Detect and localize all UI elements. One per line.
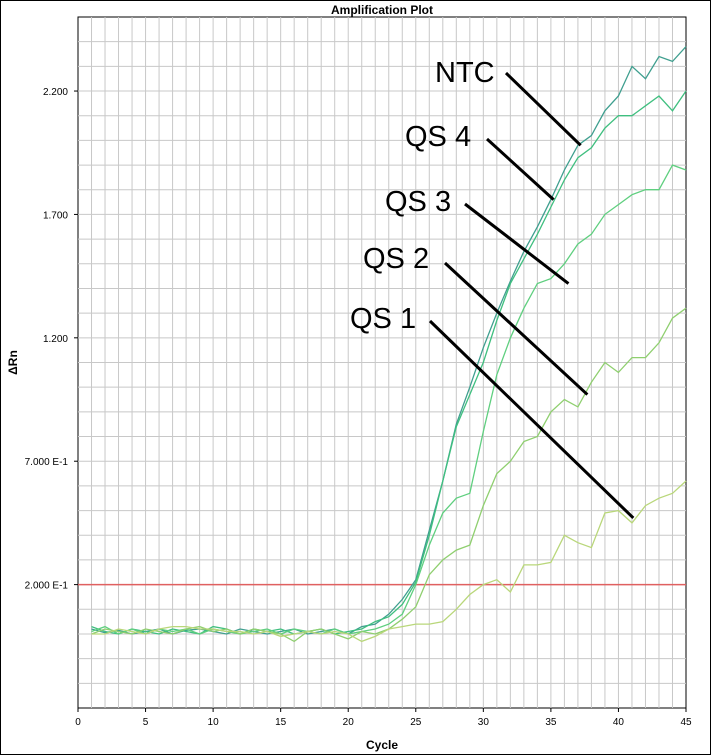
callout-label-qs-2: QS 2 <box>363 243 429 275</box>
callout-line-qs-2 <box>443 261 589 396</box>
x-tick-label: 40 <box>613 717 625 728</box>
x-tick-label: 30 <box>478 717 490 728</box>
callouts-layer: NTC QS 4 QS 3 QS 2 QS 1 <box>350 57 635 520</box>
callout-line-qs-1 <box>428 319 635 520</box>
series-line-qs-3 <box>91 164 687 635</box>
callout-label-qs-1: QS 1 <box>350 303 416 335</box>
y-tick-label: 2.200 <box>43 87 68 98</box>
x-axis-title: Cycle <box>366 738 398 752</box>
x-tick-label: 20 <box>343 717 355 728</box>
series-line-ntc <box>91 46 687 635</box>
grid-lines <box>78 17 686 708</box>
y-tick-label: 7.000 E-1 <box>25 457 69 468</box>
y-axis-title: ΔRn <box>6 350 20 375</box>
x-tick-label: 15 <box>275 717 287 728</box>
x-tick-label: 0 <box>75 717 81 728</box>
y-tick-label: 1.200 <box>43 334 68 345</box>
x-tick-label: 45 <box>680 717 692 728</box>
callout-label-qs-3: QS 3 <box>385 186 451 218</box>
axes-layer: 0 5 10 15 20 25 30 35 40 45 2.000 E-1 7.000 E-1 1.20… <box>25 87 692 728</box>
x-tick-label: 35 <box>545 717 557 728</box>
x-tick-label: 10 <box>208 717 220 728</box>
series-line-qs-1 <box>91 480 687 643</box>
callout-line-ntc <box>504 71 582 147</box>
x-tick-label: 25 <box>410 717 422 728</box>
x-tick-label: 5 <box>143 717 149 728</box>
y-tick-label: 1.700 <box>43 210 68 221</box>
callout-line-qs-3 <box>464 202 570 285</box>
series-layer <box>91 46 687 643</box>
y-tick-label: 2.000 E-1 <box>25 581 69 592</box>
series-line-qs-4 <box>91 90 687 635</box>
callout-label-ntc: NTC <box>435 57 495 89</box>
callout-label-qs-4: QS 4 <box>405 121 471 153</box>
callout-line-qs-4 <box>485 137 555 201</box>
chart-title: Amplification Plot <box>331 3 433 17</box>
